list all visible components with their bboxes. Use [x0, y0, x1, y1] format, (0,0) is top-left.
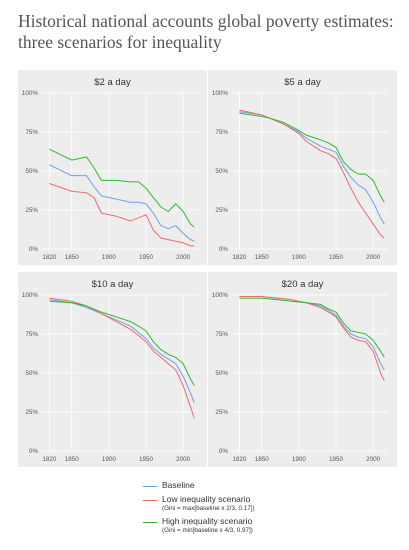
- legend-label-low: Low inequality scenario: [162, 494, 251, 504]
- series-line-high-inequality-scenario: [239, 297, 385, 358]
- y-tick-label: 75%: [25, 331, 38, 338]
- y-tick-label: 0%: [29, 448, 39, 455]
- panel-10-dollar: $10 a day 0% 25% 50% 75% 100% 1820 1850 1900 1950…: [18, 272, 207, 467]
- x-tick-label: 2000: [366, 456, 381, 463]
- legend-note-low: (Gini = max[baseline x 2/3, 0.17]): [162, 505, 255, 512]
- x-tick-label: 1820: [42, 456, 57, 463]
- series-line-baseline: [239, 111, 385, 225]
- legend: Baseline Low inequality scenario (Gini =…: [143, 480, 403, 538]
- y-tick-label: 50%: [215, 168, 228, 175]
- y-tick-label: 25%: [215, 409, 228, 416]
- panel-title: $5 a day: [284, 77, 321, 88]
- panel-title: $2 a day: [94, 77, 131, 88]
- y-tick-label: 75%: [215, 331, 228, 338]
- x-tick-label: 1850: [255, 456, 270, 463]
- panel-2-dollar: $2 a day 0% 25% 50% 75% 100% 1820 1850 1900 1950 2…: [18, 70, 207, 265]
- y-tick-label: 0%: [219, 448, 229, 455]
- chart-svg: $2 a day 0% 25% 50% 75% 100% 1820 1850 1900 1950 2…: [22, 77, 198, 261]
- x-tick-label: 1950: [329, 456, 344, 463]
- x-tick-label: 1820: [232, 456, 247, 463]
- legend-label-baseline: Baseline: [162, 480, 195, 490]
- panel-title: $20 a day: [282, 279, 324, 290]
- y-tick-label: 25%: [215, 207, 228, 214]
- y-tick-label: 100%: [212, 292, 229, 299]
- x-tick-label: 1820: [232, 254, 247, 261]
- y-tick-label: 25%: [25, 207, 38, 214]
- x-tick-label: 1900: [102, 254, 117, 261]
- y-tick-label: 50%: [25, 168, 38, 175]
- legend-item-baseline: Baseline: [143, 480, 403, 494]
- panel-5-dollar: $5 a day 0% 25% 50% 75% 100% 1820 1850 1900 1950 2…: [208, 70, 397, 265]
- series-line-low-inequality-scenario: [239, 109, 385, 239]
- chart-svg: $20 a day 0% 25% 50% 75% 100% 1820 1850 1900 1950…: [212, 279, 388, 463]
- y-tick-label: 25%: [25, 409, 38, 416]
- chart-svg: $10 a day 0% 25% 50% 75% 100% 1820 1850 1900 1950…: [22, 279, 198, 463]
- y-tick-label: 0%: [29, 246, 39, 253]
- x-tick-label: 1950: [139, 254, 154, 261]
- x-tick-label: 1850: [65, 456, 80, 463]
- y-tick-label: 75%: [25, 129, 38, 136]
- x-tick-label: 2000: [176, 254, 191, 261]
- x-tick-label: 1950: [139, 456, 154, 463]
- series-line-low-inequality-scenario: [49, 297, 195, 419]
- series-line-baseline: [49, 299, 195, 403]
- series-line-low-inequality-scenario: [49, 183, 195, 247]
- legend-swatch-baseline: [143, 486, 157, 488]
- panel-title: $10 a day: [92, 279, 134, 290]
- chart-svg: $5 a day 0% 25% 50% 75% 100% 1820 1850 1900 1950 2…: [212, 77, 388, 261]
- series-line-high-inequality-scenario: [239, 112, 385, 203]
- x-tick-label: 1850: [255, 254, 270, 261]
- x-tick-label: 1900: [292, 254, 307, 261]
- x-tick-label: 1900: [102, 456, 117, 463]
- y-tick-label: 100%: [212, 90, 229, 97]
- series-line-high-inequality-scenario: [49, 148, 195, 228]
- legend-swatch-low: [143, 500, 157, 502]
- chart-title: Historical national accounts global pove…: [18, 11, 394, 52]
- legend-item-low: Low inequality scenario (Gini = max[base…: [143, 494, 403, 516]
- panel-20-dollar: $20 a day 0% 25% 50% 75% 100% 1820 1850 1900 1950…: [208, 272, 397, 467]
- y-tick-label: 50%: [25, 370, 38, 377]
- x-tick-label: 2000: [176, 456, 191, 463]
- legend-label-high: High inequality scenario: [162, 516, 253, 526]
- legend-note-high: (Gini = min[baseline x 4/3, 0.97]): [162, 527, 253, 534]
- x-tick-label: 1820: [42, 254, 57, 261]
- series-line-low-inequality-scenario: [239, 296, 385, 382]
- legend-item-high: High inequality scenario (Gini = min[bas…: [143, 516, 403, 538]
- y-tick-label: 75%: [215, 129, 228, 136]
- x-tick-label: 1900: [292, 456, 307, 463]
- x-tick-label: 1950: [329, 254, 344, 261]
- series-line-high-inequality-scenario: [49, 300, 195, 386]
- series-line-baseline: [49, 164, 195, 242]
- y-tick-label: 0%: [219, 246, 229, 253]
- legend-swatch-high: [143, 522, 157, 524]
- x-tick-label: 1850: [65, 254, 80, 261]
- x-tick-label: 2000: [366, 254, 381, 261]
- y-tick-label: 50%: [215, 370, 228, 377]
- y-tick-label: 100%: [22, 292, 39, 299]
- y-tick-label: 100%: [22, 90, 39, 97]
